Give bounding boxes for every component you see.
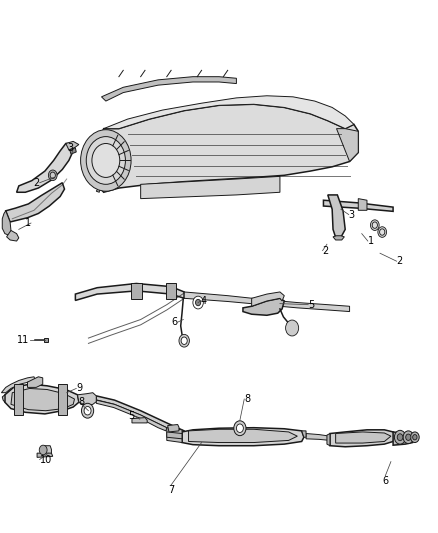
Circle shape (50, 172, 55, 179)
Polygon shape (104, 96, 354, 128)
Circle shape (394, 430, 406, 444)
Circle shape (413, 434, 417, 440)
Text: 2: 2 (396, 256, 403, 266)
Circle shape (286, 320, 299, 336)
Text: 3: 3 (67, 143, 73, 154)
Polygon shape (336, 128, 358, 161)
Circle shape (81, 403, 94, 418)
Polygon shape (327, 433, 330, 446)
Circle shape (397, 434, 403, 441)
Text: 3: 3 (349, 209, 355, 220)
Text: 2: 2 (33, 177, 40, 188)
Polygon shape (323, 200, 393, 212)
Polygon shape (97, 104, 358, 192)
Text: 6: 6 (172, 317, 178, 327)
Polygon shape (184, 292, 350, 312)
Text: 8: 8 (244, 394, 251, 404)
Circle shape (48, 170, 57, 181)
Polygon shape (7, 230, 19, 241)
Circle shape (406, 434, 411, 440)
Text: 9: 9 (76, 383, 82, 393)
Polygon shape (66, 141, 79, 150)
Polygon shape (6, 183, 64, 222)
Polygon shape (96, 128, 104, 192)
Polygon shape (96, 396, 184, 435)
Polygon shape (44, 337, 48, 342)
Circle shape (193, 296, 203, 309)
Polygon shape (167, 432, 182, 439)
Circle shape (86, 136, 125, 184)
Circle shape (410, 432, 419, 442)
Circle shape (39, 445, 47, 455)
Polygon shape (333, 236, 344, 240)
Polygon shape (1, 377, 35, 393)
Text: 5: 5 (308, 300, 314, 310)
Polygon shape (330, 430, 395, 447)
Circle shape (81, 130, 131, 191)
Polygon shape (2, 211, 11, 236)
Circle shape (237, 424, 244, 432)
Polygon shape (2, 395, 5, 402)
Circle shape (84, 407, 91, 415)
Polygon shape (78, 393, 96, 406)
Circle shape (378, 227, 387, 237)
Polygon shape (102, 77, 237, 101)
Polygon shape (132, 418, 147, 423)
Polygon shape (179, 432, 182, 442)
Text: 1: 1 (25, 218, 31, 228)
Polygon shape (14, 384, 23, 415)
Polygon shape (58, 384, 67, 415)
Polygon shape (336, 432, 391, 443)
Polygon shape (358, 199, 367, 211)
Polygon shape (37, 453, 53, 457)
Circle shape (403, 431, 413, 443)
Circle shape (179, 334, 189, 347)
Polygon shape (302, 431, 306, 437)
Polygon shape (75, 284, 184, 301)
Text: 5: 5 (128, 411, 134, 421)
Polygon shape (393, 432, 414, 445)
Polygon shape (141, 176, 280, 199)
Text: 7: 7 (168, 485, 174, 495)
Text: 11: 11 (18, 335, 30, 345)
Text: 2: 2 (322, 246, 329, 256)
Polygon shape (188, 429, 297, 442)
Polygon shape (17, 143, 74, 192)
Circle shape (372, 222, 378, 228)
Polygon shape (131, 284, 141, 300)
Polygon shape (41, 446, 51, 455)
Text: 6: 6 (382, 476, 389, 486)
Polygon shape (306, 433, 330, 440)
Text: 8: 8 (79, 397, 85, 407)
Circle shape (371, 220, 379, 230)
Polygon shape (166, 284, 177, 300)
Circle shape (92, 143, 120, 177)
Polygon shape (70, 148, 76, 154)
Polygon shape (96, 400, 167, 431)
Polygon shape (167, 427, 182, 442)
Circle shape (195, 300, 201, 306)
Circle shape (181, 337, 187, 344)
Circle shape (380, 229, 385, 235)
Polygon shape (252, 292, 284, 306)
Polygon shape (243, 298, 284, 316)
Polygon shape (28, 377, 43, 387)
Polygon shape (11, 389, 74, 411)
Polygon shape (182, 427, 304, 446)
Polygon shape (328, 195, 345, 237)
Polygon shape (5, 384, 79, 414)
Text: 10: 10 (40, 455, 52, 464)
Text: 4: 4 (201, 296, 207, 306)
Polygon shape (168, 424, 179, 432)
Text: 1: 1 (368, 236, 374, 246)
Circle shape (234, 421, 246, 435)
